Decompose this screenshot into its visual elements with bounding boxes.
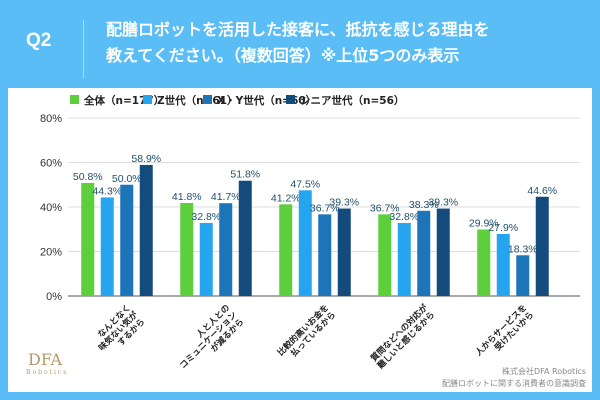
data-label: 36.7%: [370, 202, 400, 214]
y-tick-label: 80%: [40, 113, 62, 125]
bar: [318, 214, 332, 296]
bar: [397, 223, 411, 296]
data-label: 32.8%: [191, 211, 221, 223]
legend-swatch: [143, 95, 152, 104]
legend-label: 全体（n=177）: [83, 94, 164, 107]
data-label: 29.9%: [469, 217, 499, 229]
data-label: 51.8%: [230, 169, 260, 181]
x-category-label: 人からサービスを受けたいから: [473, 302, 536, 365]
divider: [83, 20, 84, 78]
question-title: 配膳ロボットを活用した接客に、抵抗を感じる理由を 教えてください。（複数回答）※…: [106, 17, 586, 69]
legend-swatch: [203, 95, 212, 104]
data-label: 44.3%: [92, 185, 122, 197]
bar: [139, 164, 153, 296]
legend-label: シニア世代（n=56）: [300, 94, 404, 107]
legend-swatch: [70, 95, 79, 104]
data-label: 39.3%: [428, 197, 458, 209]
legend-label: Z世代（n=61）: [157, 94, 238, 107]
data-label: 41.2%: [271, 192, 301, 204]
y-tick-label: 60%: [40, 158, 62, 170]
bar: [100, 197, 114, 296]
bar: [535, 196, 549, 296]
bar: [298, 190, 312, 296]
data-label: 41.8%: [172, 191, 202, 203]
title-line-1: 配膳ロボットを活用した接客に、抵抗を感じる理由を: [106, 20, 490, 39]
bar: [417, 210, 431, 296]
x-category-label: 人と人とのコミュニケーションが減るから: [170, 302, 246, 378]
bar: [81, 182, 95, 296]
bar: [477, 229, 491, 296]
y-tick-label: 0%: [46, 291, 62, 303]
bar: [180, 202, 194, 296]
x-category-label: 比較的高いお金を払っているから: [275, 302, 338, 365]
data-label: 58.9%: [131, 153, 161, 165]
data-label: 36.7%: [310, 202, 340, 214]
y-tick-label: 40%: [40, 202, 62, 214]
bar: [219, 203, 233, 296]
x-category-label: 質問などへの対応が難しいと感じるから: [368, 302, 437, 371]
bar: [238, 180, 252, 296]
logo-subtext: Robotics: [26, 369, 69, 376]
data-label: 38.3%: [409, 199, 439, 211]
bar: [496, 233, 510, 296]
data-label: 47.5%: [290, 178, 320, 190]
survey-credit: 配膳ロボットに関する消費者の意識調査: [442, 379, 586, 388]
bar: [337, 208, 351, 296]
bar: [378, 214, 392, 296]
title-line-2: 教えてください。（複数回答）※上位5つのみ表示: [106, 46, 460, 65]
y-tick-label: 20%: [40, 247, 62, 259]
bar: [120, 184, 134, 296]
data-label: 50.8%: [73, 171, 103, 183]
data-label: 32.8%: [389, 211, 419, 223]
data-label: 18.3%: [508, 243, 538, 255]
bar: [199, 223, 213, 296]
logo-text: DFA: [28, 350, 63, 369]
data-label: 50.0%: [112, 173, 142, 185]
legend-swatch: [286, 95, 295, 104]
company-credit: 株式会社DFA Robotics: [501, 367, 586, 376]
bar: [436, 208, 450, 296]
question-number: Q2: [26, 30, 52, 51]
data-label: 39.3%: [329, 197, 359, 209]
bar: [516, 255, 530, 296]
data-label: 41.7%: [211, 191, 241, 203]
data-label: 27.9%: [488, 222, 518, 234]
data-label: 44.6%: [527, 185, 557, 197]
bar: [279, 204, 293, 296]
dfa-logo: DFA Robotics: [8, 350, 68, 376]
x-category-label: なんとなく味気ない気がするから: [90, 303, 148, 361]
